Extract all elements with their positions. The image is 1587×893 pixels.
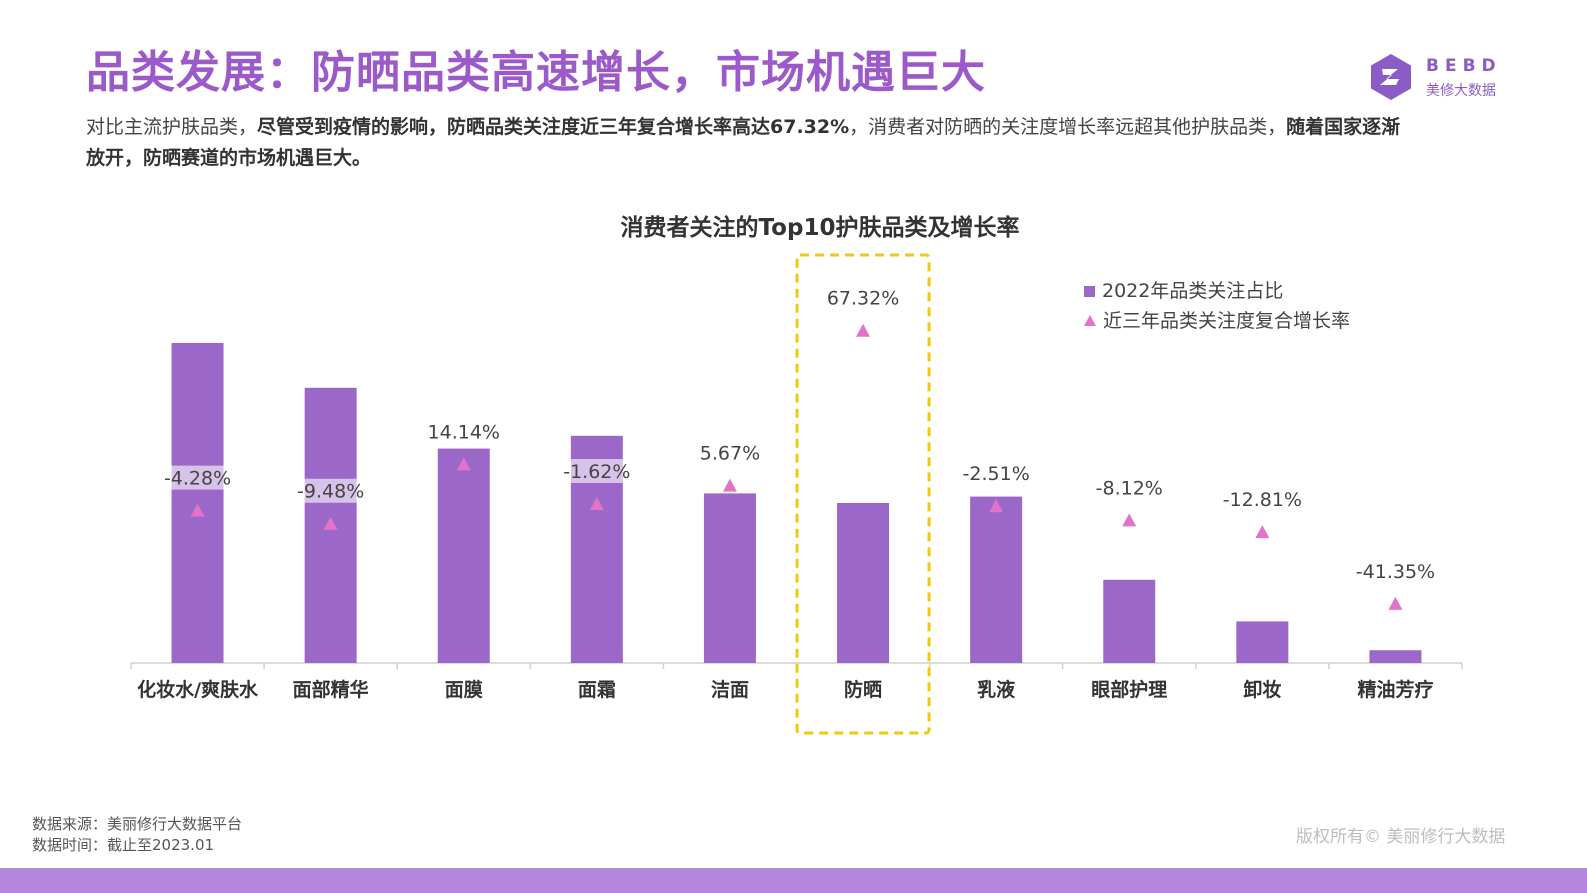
chart-legend: 2022年品类关注占比 近三年品类关注度复合增长率: [1084, 276, 1350, 336]
category-label: 洁面: [711, 678, 749, 701]
legend-item-growth: 近三年品类关注度复合增长率: [1084, 306, 1350, 336]
description-bold-part: 随着国家逐渐放开，防晒赛道的市场机遇巨大。: [86, 116, 1401, 169]
growth-marker: [1122, 513, 1137, 527]
triangle-icon: [1084, 315, 1096, 326]
growth-marker: [456, 457, 471, 471]
description-part: ，消费者对防晒的关注度增长率远超其他护肤品类，: [849, 116, 1287, 138]
growth-marker: [722, 478, 737, 492]
bar: [837, 503, 890, 663]
description: 对比主流护肤品类，尽管受到疫情的影响，防晒品类关注度近三年复合增长率高达67.3…: [86, 112, 1416, 174]
growth-label-bg: [423, 419, 504, 444]
square-icon: [1084, 286, 1095, 297]
growth-marker: [1388, 596, 1403, 610]
category-label: 面膜: [445, 678, 483, 701]
brand-logo: BEBD 美修大数据: [1366, 50, 1526, 106]
bar: [1103, 579, 1156, 663]
growth-label: -12.81%: [1223, 489, 1302, 511]
bottom-bar: [0, 868, 1587, 893]
category-label: 面霜: [578, 679, 616, 701]
page-title: 品类发展：防晒品类高速增长，市场机遇巨大: [86, 47, 986, 98]
growth-label: 67.32%: [827, 288, 899, 310]
growth-marker: [190, 503, 205, 517]
chart-title: 消费者关注的Top10护肤品类及增长率: [620, 215, 1020, 241]
growth-label-bg: [695, 440, 765, 465]
growth-marker: [989, 499, 1004, 513]
description-bold-part: 尽管受到疫情的影响，防晒品类关注度近三年复合增长率高达67.32%: [257, 116, 850, 138]
highlight-box: [795, 253, 931, 735]
time-line: 数据时间：截止至2023.01: [32, 836, 215, 854]
growth-label-bg: [823, 285, 904, 310]
growth-marker: [589, 496, 604, 510]
category-label: 防晒: [844, 678, 882, 701]
category-label: 眼部护理: [1091, 678, 1167, 701]
growth-label: -8.12%: [1096, 477, 1163, 499]
growth-marker: [1255, 525, 1270, 539]
growth-label: -4.28%: [164, 468, 231, 490]
growth-label-bg: [1216, 487, 1308, 512]
category-label: 卸妆: [1243, 678, 1281, 701]
growth-label-bg: [1089, 475, 1170, 500]
copyright: 版权所有© 美丽修行大数据: [1296, 827, 1506, 847]
bar: [171, 343, 224, 663]
growth-marker: [323, 516, 338, 530]
category-label: 化妆水/爽肤水: [137, 678, 259, 701]
logo-wordmark: BEBD: [1426, 56, 1502, 76]
legend-label-growth: 近三年品类关注度复合增长率: [1103, 310, 1351, 332]
growth-label: -9.48%: [297, 481, 364, 503]
growth-label: -1.62%: [563, 461, 630, 483]
category-label: 精油芳疗: [1357, 678, 1433, 701]
bar: [1236, 621, 1289, 663]
growth-label: -41.35%: [1356, 561, 1435, 583]
bar: [970, 496, 1023, 663]
growth-label: 14.14%: [428, 421, 500, 443]
legend-item-share: 2022年品类关注占比: [1084, 276, 1350, 306]
logo-subtitle: 美修大数据: [1426, 83, 1496, 99]
source-line: 数据来源：美丽修行大数据平台: [32, 815, 243, 833]
growth-marker: [856, 323, 871, 337]
growth-label: -2.51%: [963, 463, 1030, 485]
growth-label-bg: [956, 461, 1037, 486]
growth-label-bg: [290, 478, 371, 503]
category-label: 乳液: [977, 678, 1016, 701]
bar: [1369, 650, 1422, 663]
legend-label-share: 2022年品类关注占比: [1102, 280, 1284, 302]
bar: [437, 448, 490, 663]
description-part: 对比主流护肤品类，: [86, 116, 258, 138]
growth-label: 5.67%: [700, 443, 760, 465]
growth-label-bg: [1349, 558, 1441, 583]
data-source: 数据来源：美丽修行大数据平台 数据时间：截止至2023.01: [32, 814, 242, 856]
bebd-logo-icon: [1371, 54, 1411, 100]
bar: [703, 493, 756, 663]
growth-label-bg: [157, 465, 238, 490]
growth-label-bg: [556, 458, 637, 483]
category-label: 面部精华: [293, 678, 369, 701]
